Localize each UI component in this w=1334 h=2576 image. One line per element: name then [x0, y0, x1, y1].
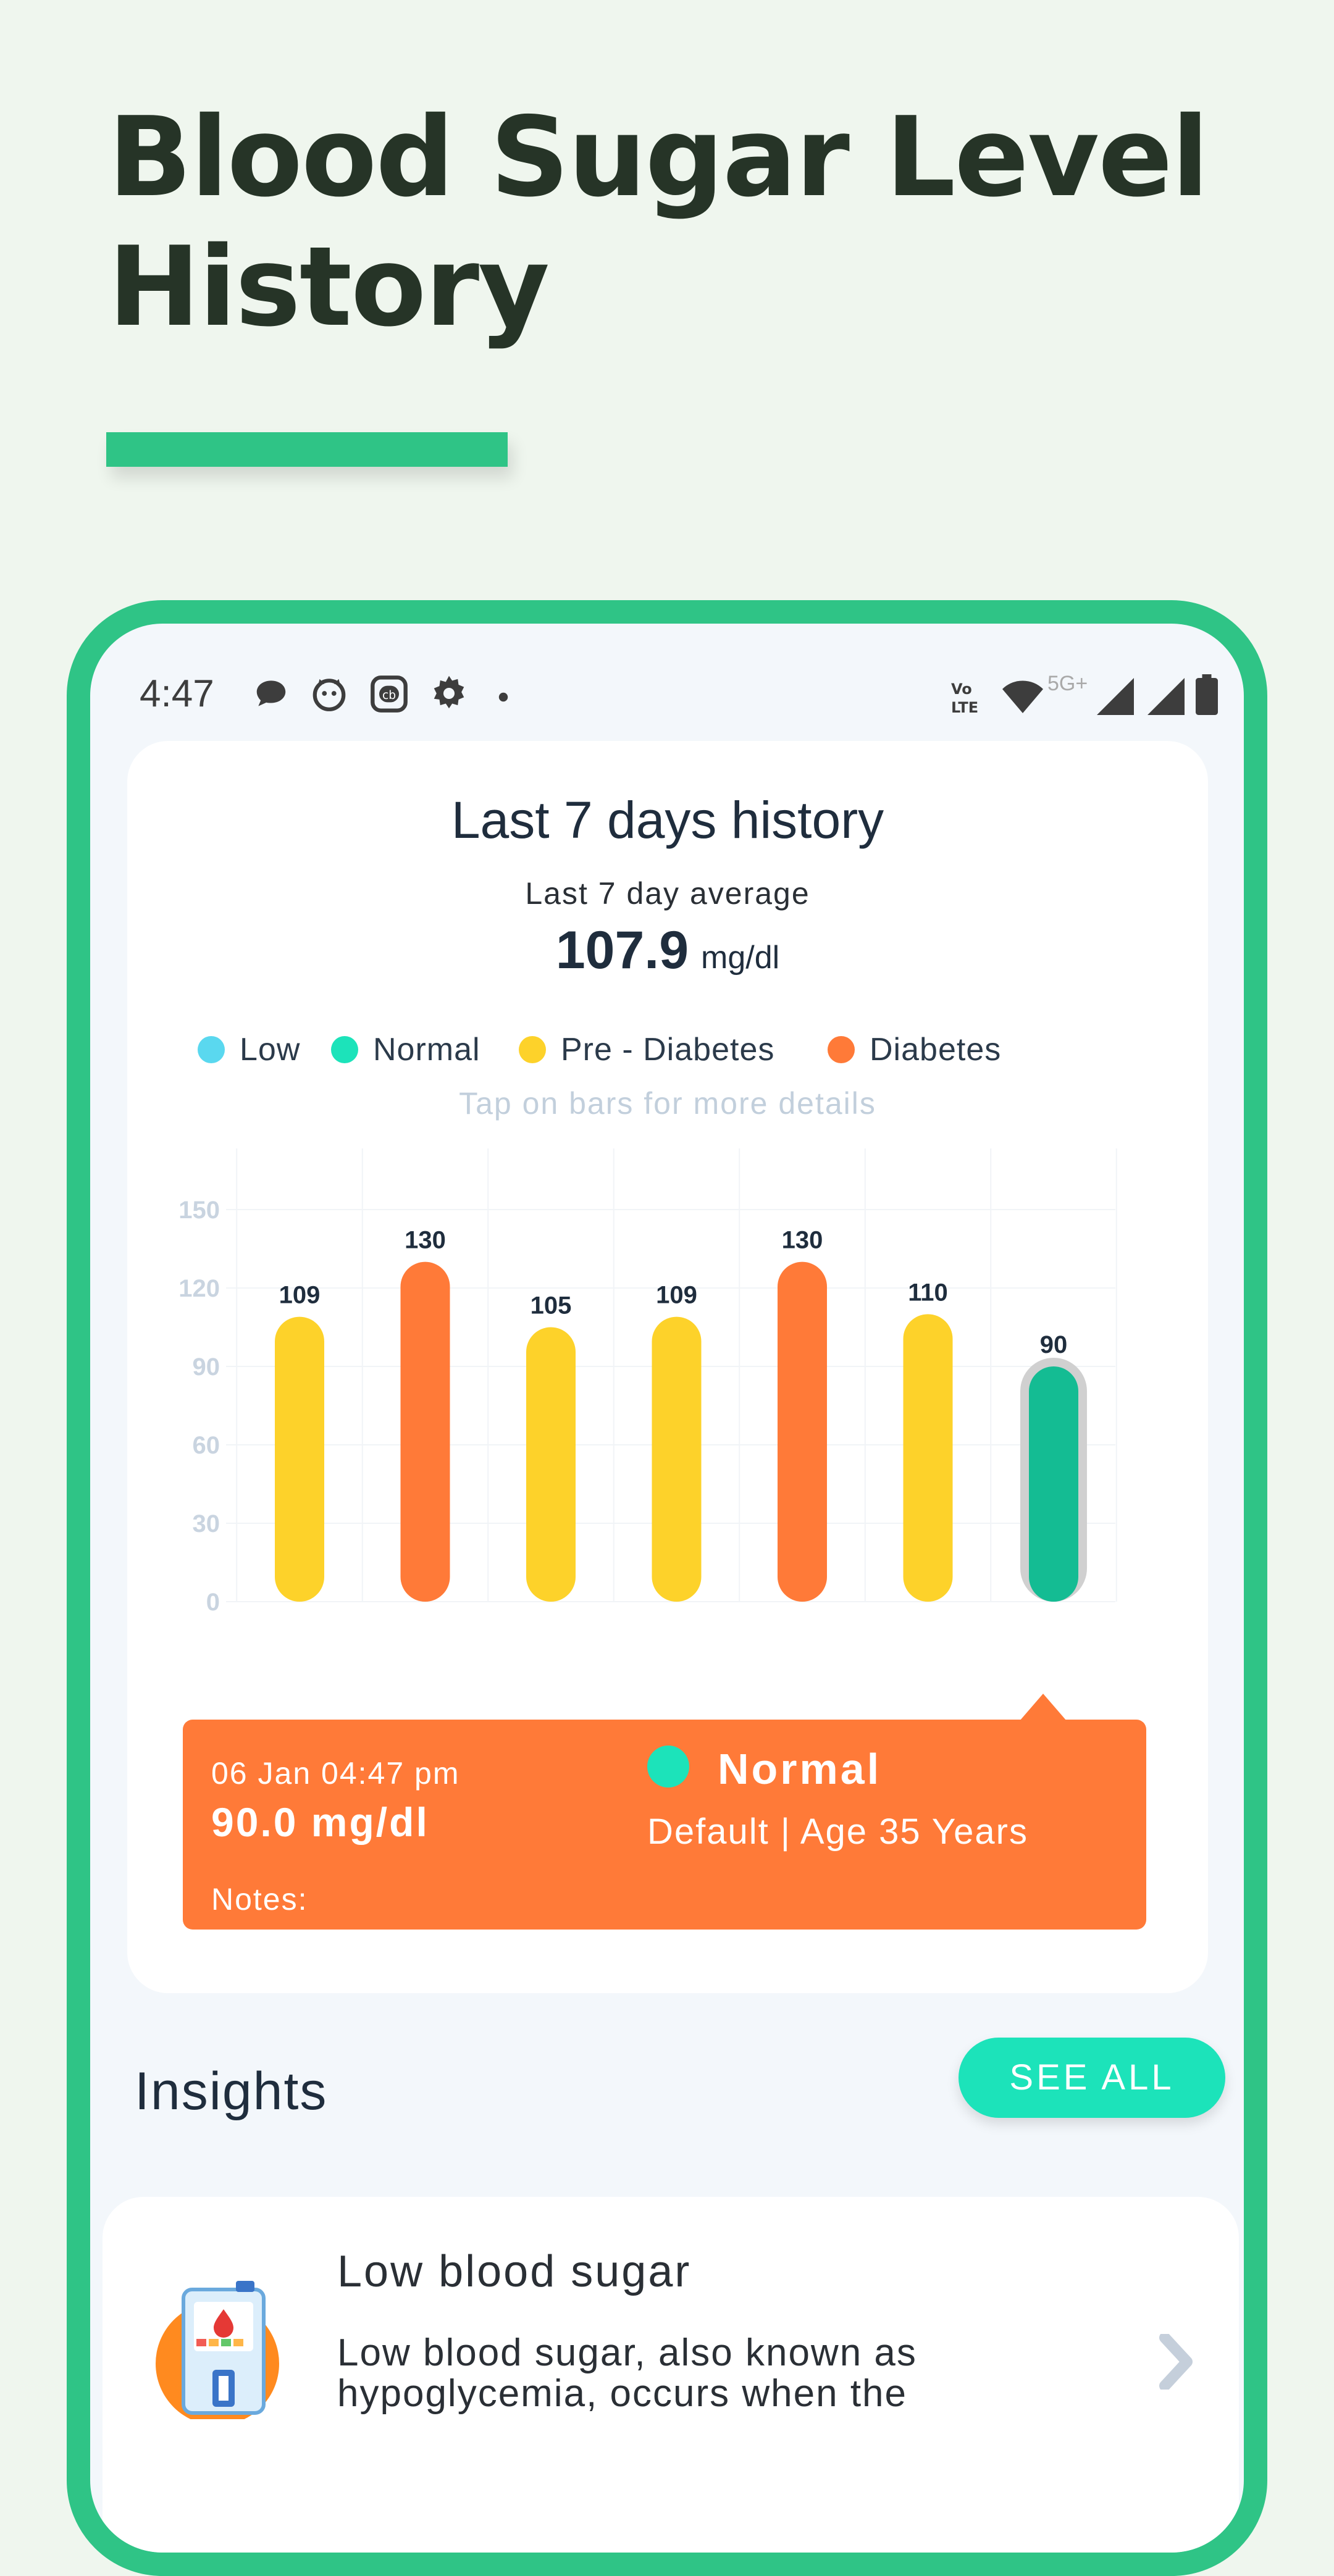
tooltip-pointer	[1020, 1694, 1067, 1721]
headline-line-1: Blood Sugar Level	[108, 93, 1209, 221]
cb-app-icon: cb	[369, 674, 409, 717]
data-label: 90	[1040, 1331, 1068, 1358]
legend-item-low: Low	[198, 1031, 300, 1068]
bar[interactable]	[652, 1316, 702, 1602]
legend-dot-low	[198, 1036, 225, 1063]
chevron-right-icon[interactable]	[1157, 2332, 1194, 2393]
bar-chart: 0 30 60 90 120 150 109 130 105 109 130 110 90	[178, 1148, 1117, 1616]
bar[interactable]	[275, 1316, 324, 1602]
legend: Low Normal Pre - Diabetes Diabetes	[127, 1031, 1208, 1074]
tooltip-value: 90.0 mg/dl	[211, 1799, 429, 1845]
card-title: Last 7 days history	[451, 791, 884, 849]
chart-hint: Tap on bars for more details	[459, 1086, 876, 1121]
history-card: Last 7 days history Last 7 day average 1…	[127, 741, 1208, 1993]
insight-card-title: Low blood sugar	[337, 2247, 692, 2296]
phone-frame: 4:47 cb Vo LTE 5G+	[67, 600, 1267, 2576]
y-tick-label: 0	[206, 1589, 220, 1616]
insight-card-body: Low blood sugar, also known as hypoglyce…	[337, 2331, 917, 2415]
bar[interactable]	[778, 1261, 827, 1602]
legend-item-prediabetes: Pre - Diabetes	[519, 1031, 774, 1068]
network-label: 5G+	[1047, 672, 1088, 695]
y-tick-label: 150	[178, 1197, 220, 1224]
insights-title: Insights	[135, 2062, 328, 2121]
legend-label-low: Low	[240, 1032, 301, 1068]
data-label: 109	[279, 1282, 321, 1309]
reading-tooltip[interactable]: 06 Jan 04:47 pm 90.0 mg/dl Notes: Normal…	[183, 1694, 1146, 1930]
y-tick-label: 120	[178, 1275, 220, 1302]
glucose-meter-icon	[156, 2277, 298, 2425]
legend-label-diabetes: Diabetes	[870, 1032, 1002, 1068]
chat-bubble-icon	[252, 674, 290, 716]
data-label: 110	[908, 1279, 948, 1306]
legend-item-diabetes: Diabetes	[828, 1031, 1001, 1068]
battery-icon	[1196, 674, 1218, 718]
bar[interactable]	[1029, 1366, 1078, 1602]
insight-card[interactable]: Low blood sugar Low blood sugar, also kn…	[103, 2197, 1239, 2553]
tooltip-meta: Default | Age 35 Years	[647, 1812, 1028, 1852]
gear-icon	[430, 674, 468, 716]
average-number: 107.9	[555, 921, 689, 980]
tooltip-date: 06 Jan 04:47 pm	[211, 1756, 460, 1791]
average-value: 107.9 mg/dl	[127, 920, 1208, 981]
status-bar: 4:47 cb Vo LTE 5G+	[90, 624, 1244, 722]
signal-icon	[1097, 678, 1134, 718]
legend-dot-prediabetes	[519, 1036, 546, 1063]
tooltip-status-dot	[647, 1746, 689, 1788]
bar[interactable]	[400, 1261, 450, 1602]
wifi-icon	[1000, 678, 1045, 718]
y-tick-label: 90	[193, 1353, 220, 1381]
average-unit: mg/dl	[701, 940, 780, 976]
headline: Blood Sugar Level History	[108, 93, 1282, 352]
data-label: 109	[656, 1282, 697, 1309]
status-time: 4:47	[140, 672, 214, 715]
legend-dot-normal	[331, 1036, 358, 1063]
tooltip-status: Normal	[718, 1745, 882, 1793]
legend-label-prediabetes: Pre - Diabetes	[561, 1032, 775, 1068]
volte-icon: Vo LTE	[950, 678, 987, 721]
bar[interactable]	[526, 1327, 576, 1602]
bar[interactable]	[903, 1314, 953, 1602]
data-label: 130	[405, 1227, 446, 1254]
signal-icon	[1147, 678, 1185, 718]
headline-underline	[106, 432, 508, 467]
legend-item-normal: Normal	[331, 1031, 480, 1068]
see-all-button[interactable]: SEE ALL	[959, 2038, 1225, 2118]
volte-line-1: Vo	[951, 680, 972, 698]
data-label: 105	[531, 1292, 572, 1319]
legend-label-normal: Normal	[373, 1032, 480, 1068]
svg-text:cb: cb	[382, 689, 396, 702]
tooltip-notes: Notes:	[211, 1882, 308, 1917]
volte-line-2: LTE	[951, 699, 978, 716]
y-tick-label: 60	[193, 1432, 220, 1459]
cat-face-icon	[310, 674, 348, 716]
legend-dot-diabetes	[828, 1036, 855, 1063]
headline-line-2: History	[108, 223, 550, 351]
data-label: 130	[782, 1227, 823, 1254]
dot-icon	[498, 692, 509, 706]
average-label: Last 7 day average	[525, 876, 810, 911]
y-tick-label: 30	[193, 1510, 220, 1537]
